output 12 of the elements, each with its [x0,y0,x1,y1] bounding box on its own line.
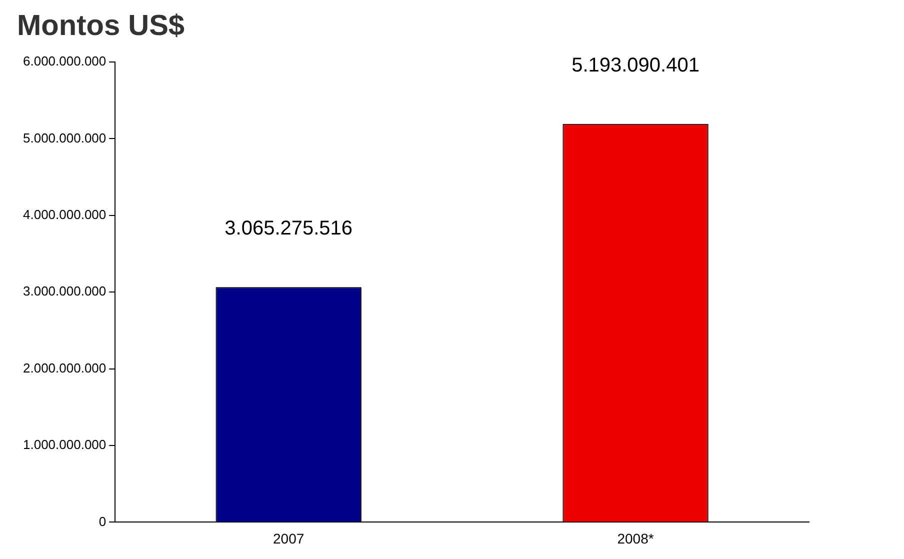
x-tick-label: 2008* [617,530,654,546]
data-label: 5.193.090.401 [572,54,700,76]
x-tick-label: 2007 [273,530,304,546]
y-tick-label: 5.000.000.000 [22,130,106,146]
y-tick-label: 3.000.000.000 [22,284,106,299]
chart-title: Montos US$ [17,10,185,43]
y-tick-label: 6.000.000.000 [22,54,106,69]
y-tick-label: 4.000.000.000 [22,206,106,222]
y-tick-label: 2.000.000.000 [22,360,106,376]
y-tick-label: 0 [98,514,106,529]
data-label: 3.065.275.516 [224,218,353,240]
y-tick-label: 1.000.000.000 [22,437,106,452]
